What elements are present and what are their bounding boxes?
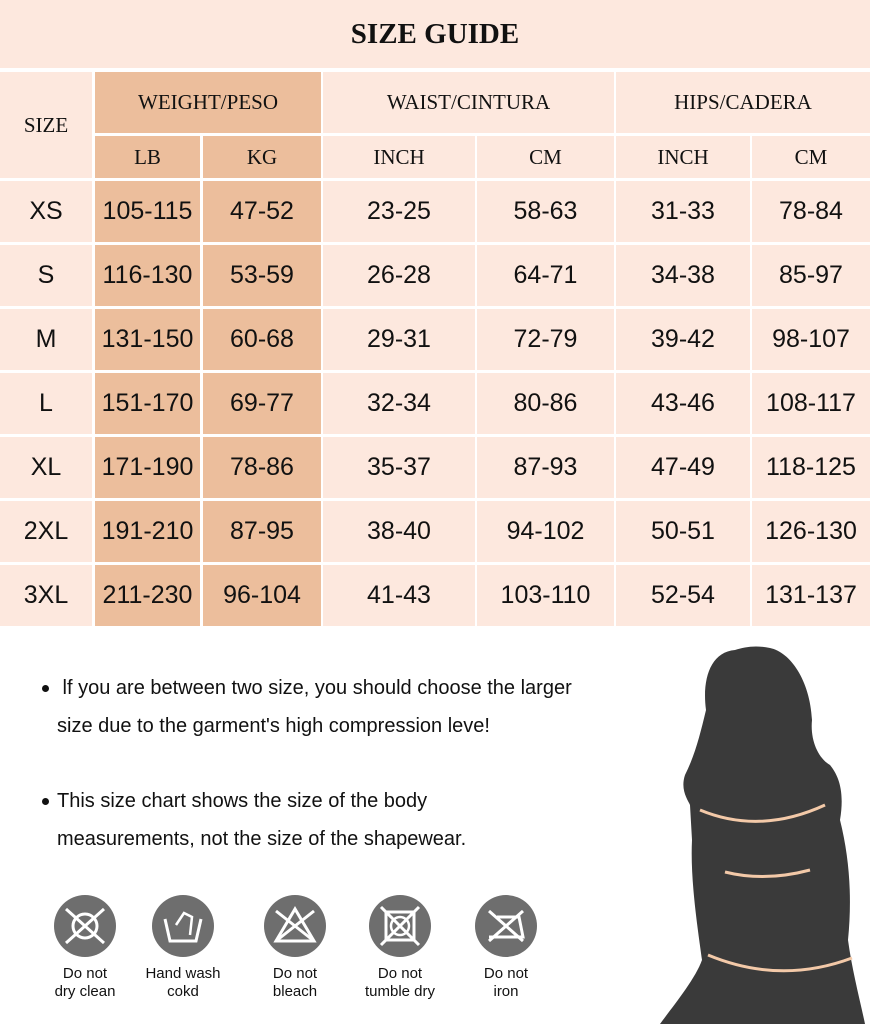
- table-cell: 118-125: [752, 437, 870, 498]
- table-cell: 64-71: [477, 245, 614, 306]
- table-cell: 41-43: [323, 565, 475, 626]
- care-label: Hand wash cokd: [145, 965, 221, 1000]
- care-label: Do not tumble dry: [364, 965, 436, 1000]
- table-cell: 96-104: [203, 565, 321, 626]
- table-cell: 87-93: [477, 437, 614, 498]
- no-iron-icon: [475, 895, 537, 957]
- header-hips: HIPS/CADERA: [616, 72, 870, 133]
- table-cell: 39-42: [616, 309, 750, 370]
- no-tumble-dry-icon: [369, 895, 431, 957]
- note-1: lf you are between two size, you should …: [42, 669, 572, 745]
- table-cell: 23-25: [323, 181, 475, 242]
- table-cell: 43-46: [616, 373, 750, 434]
- header-waist-inch: INCH: [323, 136, 475, 178]
- table-cell: 131-150: [95, 309, 200, 370]
- table-cell: 26-28: [323, 245, 475, 306]
- table-cell: 171-190: [95, 437, 200, 498]
- table-cell: 78-84: [752, 181, 870, 242]
- care-label: Do not iron: [483, 965, 529, 1000]
- header-waist-cm: CM: [477, 136, 614, 178]
- header-waist: WAIST/CINTURA: [323, 72, 614, 133]
- table-cell: 72-79: [477, 309, 614, 370]
- table-cell: 29-31: [323, 309, 475, 370]
- body-silhouette: [660, 646, 865, 1024]
- table-cell: 52-54: [616, 565, 750, 626]
- table-cell: 38-40: [323, 501, 475, 562]
- table-cell: 69-77: [203, 373, 321, 434]
- size-label: 3XL: [0, 565, 92, 626]
- no-bleach-icon: [264, 895, 326, 957]
- table-cell: 85-97: [752, 245, 870, 306]
- page-title: SIZE GUIDE: [0, 0, 870, 68]
- size-label: S: [0, 245, 92, 306]
- header-kg: KG: [203, 136, 321, 178]
- note-2: This size chart shows the size of the bo…: [42, 782, 466, 858]
- table-cell: 87-95: [203, 501, 321, 562]
- header-hips-inch: INCH: [616, 136, 750, 178]
- table-cell: 50-51: [616, 501, 750, 562]
- table-cell: 60-68: [203, 309, 321, 370]
- table-cell: 35-37: [323, 437, 475, 498]
- size-label: XL: [0, 437, 92, 498]
- size-label: M: [0, 309, 92, 370]
- table-cell: 53-59: [203, 245, 321, 306]
- table-cell: 32-34: [323, 373, 475, 434]
- table-cell: 103-110: [477, 565, 614, 626]
- table-cell: 34-38: [616, 245, 750, 306]
- table-cell: 116-130: [95, 245, 200, 306]
- table-cell: 126-130: [752, 501, 870, 562]
- note-text: lf you are between two size, you should …: [57, 677, 572, 699]
- note-text: This size chart shows the size of the bo…: [57, 790, 428, 812]
- table-cell: 105-115: [95, 181, 200, 242]
- header-weight: WEIGHT/PESO: [95, 72, 321, 133]
- care-label: Do not dry clean: [54, 965, 116, 1000]
- table-cell: 98-107: [752, 309, 870, 370]
- header-lb: LB: [95, 136, 200, 178]
- header-size: SIZE: [0, 72, 92, 178]
- size-label: 2XL: [0, 501, 92, 562]
- table-cell: 131-137: [752, 565, 870, 626]
- table-cell: 108-117: [752, 373, 870, 434]
- care-item: Do not dry clean: [30, 895, 140, 1001]
- table-cell: 94-102: [477, 501, 614, 562]
- header-hips-cm: CM: [752, 136, 870, 178]
- care-item: Do not bleach: [240, 895, 350, 1001]
- care-item: Hand wash cokd: [128, 895, 238, 1001]
- care-item: Do not tumble dry: [345, 895, 455, 1001]
- bullet-icon: [42, 685, 49, 693]
- table-cell: 211-230: [95, 565, 200, 626]
- bullet-icon: [42, 798, 49, 806]
- note-text: size due to the garment's high compressi…: [57, 715, 490, 737]
- table-cell: 31-33: [616, 181, 750, 242]
- table-cell: 78-86: [203, 437, 321, 498]
- table-cell: 47-49: [616, 437, 750, 498]
- no-dry-clean-icon: [54, 895, 116, 957]
- care-label: Do not bleach: [272, 965, 318, 1000]
- table-cell: 47-52: [203, 181, 321, 242]
- table-cell: 80-86: [477, 373, 614, 434]
- table-cell: 151-170: [95, 373, 200, 434]
- care-item: Do not iron: [451, 895, 561, 1001]
- size-label: L: [0, 373, 92, 434]
- table-cell: 58-63: [477, 181, 614, 242]
- hand-wash-icon: [152, 895, 214, 957]
- table-cell: 191-210: [95, 501, 200, 562]
- note-text: measurements, not the size of the shapew…: [57, 828, 467, 850]
- size-label: XS: [0, 181, 92, 242]
